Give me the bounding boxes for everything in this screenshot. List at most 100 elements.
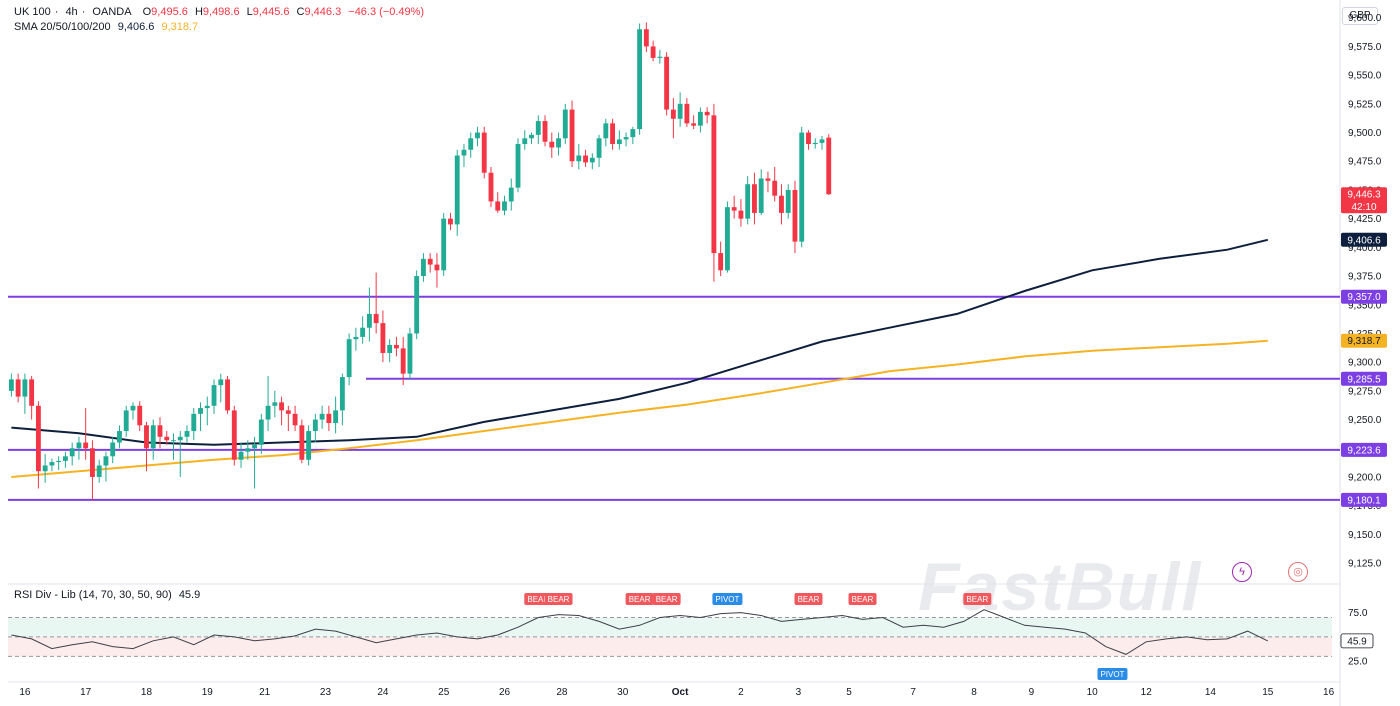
rsi-lower-band (8, 636, 1332, 657)
price-tick-label: 9,500.0 (1348, 128, 1382, 139)
rsi-label[interactable]: RSI Div - Lib (14, 70, 30, 50, 90) (14, 589, 172, 601)
candle-body (177, 436, 183, 441)
ideas-icon[interactable]: ◎ (1288, 562, 1308, 582)
candle-body (441, 218, 447, 271)
bear-label-text: BEAR (656, 595, 678, 604)
candle-body (826, 137, 832, 195)
price-tick-label: 9,375.0 (1348, 272, 1382, 283)
candle-body (718, 253, 724, 271)
time-tick-label: 10 (1087, 687, 1099, 698)
candle-body (42, 465, 48, 472)
candle-body (346, 339, 352, 378)
time-tick-label: Oct (672, 687, 689, 698)
candle-body (157, 425, 163, 437)
candle-body (373, 313, 379, 324)
candle-body (724, 207, 730, 271)
time-tick-label: 7 (910, 687, 916, 698)
time-tick-label: 24 (377, 687, 389, 698)
candle-body (475, 132, 480, 139)
candle-body (731, 207, 737, 211)
price-tick-label: 9,525.0 (1348, 99, 1382, 110)
candle-body (792, 189, 798, 242)
price-tick-label: 9,350.0 (1348, 300, 1382, 311)
candle-body (380, 323, 386, 353)
candle-body (130, 405, 136, 411)
bear-label-text: BEAR (966, 595, 988, 604)
candle-body (529, 134, 534, 139)
rsi-current-tag (1340, 633, 1374, 649)
candle-body (589, 157, 595, 163)
candle-body (481, 132, 487, 173)
candle-body (637, 29, 643, 130)
candle-body (508, 187, 514, 202)
candle-body (421, 258, 426, 277)
candle-body (299, 425, 305, 460)
candle-body (225, 379, 230, 411)
time-tick-label: 17 (80, 687, 92, 698)
interval-label[interactable]: 4h (65, 6, 78, 18)
open-value: 9,495.6 (151, 6, 188, 18)
candle-body (603, 123, 609, 139)
candle-body (806, 132, 811, 145)
candle-body (272, 402, 278, 406)
price-tag (1341, 492, 1387, 507)
price-tick-label: 9,275.0 (1348, 386, 1382, 397)
lightning-icon[interactable]: ϟ (1232, 562, 1252, 582)
candle-body (468, 138, 474, 150)
rsi-current-value: 45.9 (178, 589, 201, 601)
price-tag-label: 9,446.3 (1347, 190, 1381, 201)
candle-body (664, 56, 670, 110)
candle-body (123, 410, 129, 432)
sma-dark-line (11, 238, 1269, 446)
price-tick-label: 9,475.0 (1348, 157, 1382, 168)
candle-body (110, 442, 116, 457)
candle-body (360, 327, 366, 337)
time-tick-label: 8 (971, 687, 977, 698)
pivot-label-text: PIVOT (715, 595, 739, 604)
currency-selector[interactable]: GBP (1342, 7, 1378, 25)
symbol-name[interactable]: UK 100 (14, 6, 51, 18)
candle-body (56, 460, 62, 463)
candle-body (279, 402, 285, 411)
bear-label-text: BEAR (527, 595, 549, 604)
rsi-header: RSI Div - Lib (14, 70, 30, 50, 90) 45.9 (14, 589, 200, 601)
candle-body (414, 276, 420, 334)
price-tag (1341, 289, 1387, 304)
time-tick-label: 16 (19, 687, 31, 698)
candle-body (306, 431, 312, 460)
candle-body (502, 201, 507, 211)
candle-body (245, 448, 251, 452)
candle-body (137, 405, 143, 426)
sma-label[interactable]: SMA 20/50/100/200 (14, 21, 111, 33)
candle-body (488, 172, 494, 202)
price-tick-label: 9,250.0 (1348, 415, 1382, 426)
candle-body (319, 413, 325, 420)
rsi-upper-band (8, 617, 1332, 637)
candle-body (677, 103, 683, 119)
candle-body (765, 178, 771, 181)
candle-body (96, 465, 102, 477)
candle-body (454, 155, 460, 225)
candle-body (684, 103, 690, 124)
price-tick-label: 9,550.0 (1348, 71, 1382, 82)
candle-body (461, 149, 467, 156)
candle-body (772, 180, 778, 196)
candle-body (630, 129, 636, 138)
price-tick-label: 9,150.0 (1348, 530, 1382, 541)
candle-body (738, 210, 744, 219)
price-tag (1341, 232, 1387, 247)
pivot-label (712, 593, 743, 605)
candle-body (150, 425, 156, 449)
price-tick-label: 9,575.0 (1348, 42, 1382, 53)
sma-orange-line (11, 339, 1268, 478)
price-tag-label: 9,285.5 (1347, 374, 1381, 385)
candle-body (144, 425, 149, 449)
close-value: 9,446.3 (304, 6, 342, 18)
time-tick-label: 5 (846, 687, 852, 698)
bear-label-text: BEAR (629, 595, 651, 604)
candle-body (495, 201, 501, 211)
candle-body (103, 456, 109, 466)
candle-body (670, 109, 676, 119)
candle-body (562, 109, 568, 139)
